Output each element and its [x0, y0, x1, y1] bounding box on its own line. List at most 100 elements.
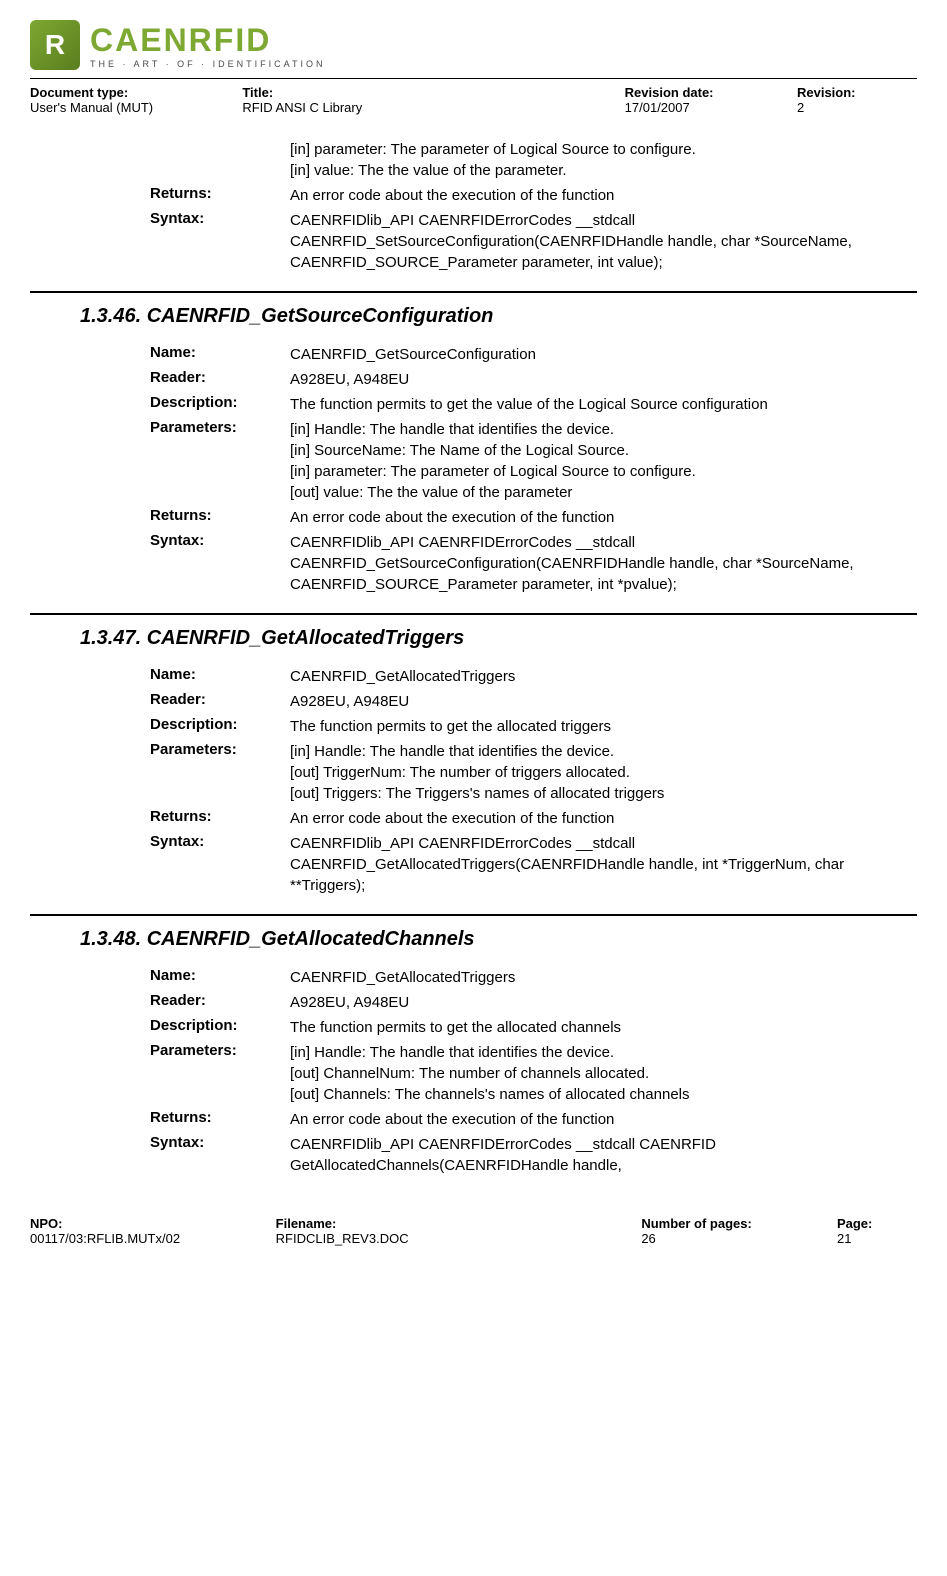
entry-value-line: CAENRFID_GetSourceConfiguration — [290, 344, 917, 365]
entry-label: Syntax: — [150, 833, 290, 850]
entry-label: Description: — [150, 394, 290, 411]
meta-title: Title: RFID ANSI C Library — [242, 85, 602, 115]
entry-label: Reader: — [150, 691, 290, 708]
entry-row: Description:The function permits to get … — [150, 1017, 917, 1038]
entry-label: Syntax: — [150, 1134, 290, 1151]
entry-value: The function permits to get the allocate… — [290, 1017, 917, 1038]
title-label: Title: — [242, 85, 602, 100]
section-divider — [30, 914, 917, 916]
entry-value: The function permits to get the allocate… — [290, 716, 917, 737]
entry-row: Parameters:[in] Handle: The handle that … — [150, 1042, 917, 1105]
entry-value-line: The function permits to get the allocate… — [290, 716, 917, 737]
entry-value-line: The function permits to get the value of… — [290, 394, 917, 415]
rev-date-value: 17/01/2007 — [625, 100, 775, 115]
header-divider — [30, 78, 917, 79]
footer-npo: NPO: 00117/03:RFLIB.MUTx/02 — [30, 1216, 250, 1246]
logo-sub-text: THE · ART · OF · IDENTIFICATION — [90, 59, 326, 69]
entry-row: Parameters:[in] Handle: The handle that … — [150, 419, 917, 503]
entry-value: An error code about the execution of the… — [290, 1109, 917, 1130]
entry-value-line: CAENRFIDlib_API CAENRFIDErrorCodes __std… — [290, 532, 917, 595]
entry-value-line: [out] Triggers: The Triggers's names of … — [290, 783, 917, 804]
entry-value-line: [out] ChannelNum: The number of channels… — [290, 1063, 917, 1084]
entry-value-line: A928EU, A948EU — [290, 992, 917, 1013]
entry-value-line: [out] TriggerNum: The number of triggers… — [290, 762, 917, 783]
entry-value: [in] Handle: The handle that identifies … — [290, 1042, 917, 1105]
entry-value: CAENRFIDlib_API CAENRFIDErrorCodes __std… — [290, 532, 917, 595]
entry-label: Parameters: — [150, 741, 290, 758]
entry-value-line: The function permits to get the allocate… — [290, 1017, 917, 1038]
entry-label: Name: — [150, 344, 290, 361]
entry-value: An error code about the execution of the… — [290, 507, 917, 528]
section-divider — [30, 291, 917, 293]
entry-label: Syntax: — [150, 532, 290, 549]
section-heading: 1.3.47. CAENRFID_GetAllocatedTriggers — [80, 627, 917, 650]
section-entry: Name:CAENRFID_GetAllocatedTriggersReader… — [150, 967, 917, 1176]
page-value: 21 — [837, 1231, 917, 1246]
entry-row: Syntax:CAENRFIDlib_API CAENRFIDErrorCode… — [150, 833, 917, 896]
entry-label: Name: — [150, 967, 290, 984]
section-entry: Name:CAENRFID_GetSourceConfiguration Read… — [150, 344, 917, 595]
meta-doc-type: Document type: User's Manual (MUT) — [30, 85, 220, 115]
title-value: RFID ANSI C Library — [242, 100, 602, 115]
filename-label: Filename: — [276, 1216, 616, 1231]
doc-type-value: User's Manual (MUT) — [30, 100, 220, 115]
entry-label: Name: — [150, 666, 290, 683]
entry-value-line: [out] value: The the value of the parame… — [290, 482, 917, 503]
entry-label: Description: — [150, 1017, 290, 1034]
entry-row: Name:CAENRFID_GetAllocatedTriggers — [150, 666, 917, 687]
pages-value: 26 — [641, 1231, 811, 1246]
entry-row: Syntax:CAENRFIDlib_API CAENRFIDErrorCode… — [150, 532, 917, 595]
entry-row: Reader:A928EU, A948EU — [150, 369, 917, 390]
doc-meta-row: Document type: User's Manual (MUT) Title… — [30, 85, 917, 115]
partial-param-2: [in] value: The the value of the paramet… — [290, 160, 917, 181]
entry-row: Returns:An error code about the executio… — [150, 808, 917, 829]
logo-text-block: CAENRFID THE · ART · OF · IDENTIFICATION — [90, 22, 326, 69]
footer-pages: Number of pages: 26 — [641, 1216, 811, 1246]
entry-value-line: A928EU, A948EU — [290, 691, 917, 712]
doc-type-label: Document type: — [30, 85, 220, 100]
entry-label: Description: — [150, 716, 290, 733]
entry-value-line: [in] SourceName: The Name of the Logical… — [290, 440, 917, 461]
partial-params: [in] parameter: The parameter of Logical… — [290, 139, 917, 181]
partial-returns-value: An error code about the execution of the… — [290, 185, 917, 206]
entry-value: CAENRFIDlib_API CAENRFIDErrorCodes __std… — [290, 1134, 917, 1176]
entry-row: Name:CAENRFID_GetSourceConfiguration — [150, 344, 917, 365]
entry-label: Returns: — [150, 1109, 290, 1126]
entry-value-line: An error code about the execution of the… — [290, 1109, 917, 1130]
entry-value-line: An error code about the execution of the… — [290, 507, 917, 528]
section-divider — [30, 613, 917, 615]
entry-value: [in] Handle: The handle that identifies … — [290, 419, 917, 503]
logo-icon: R — [30, 20, 80, 70]
entry-label: Returns: — [150, 507, 290, 524]
entry-value: An error code about the execution of the… — [290, 808, 917, 829]
rev-date-label: Revision date: — [625, 85, 775, 100]
entry-value: CAENRFID_GetSourceConfiguration — [290, 344, 917, 365]
partial-param-1: [in] parameter: The parameter of Logical… — [290, 139, 917, 160]
filename-value: RFIDCLIB_REV3.DOC — [276, 1231, 616, 1246]
logo-icon-letter: R — [45, 29, 65, 61]
pages-label: Number of pages: — [641, 1216, 811, 1231]
entry-label: Parameters: — [150, 1042, 290, 1059]
section-heading: 1.3.48. CAENRFID_GetAllocatedChannels — [80, 928, 917, 951]
entry-row: Syntax:CAENRFIDlib_API CAENRFIDErrorCode… — [150, 1134, 917, 1176]
entry-value: CAENRFID_GetAllocatedTriggers — [290, 666, 917, 687]
entry-value-line: [in] Handle: The handle that identifies … — [290, 1042, 917, 1063]
meta-rev: Revision: 2 — [797, 85, 917, 115]
entry-value-line: An error code about the execution of the… — [290, 808, 917, 829]
entry-label: Parameters: — [150, 419, 290, 436]
entry-row: Description:The function permits to get … — [150, 716, 917, 737]
entry-row: Parameters:[in] Handle: The handle that … — [150, 741, 917, 804]
entry-value: A928EU, A948EU — [290, 369, 917, 390]
partial-syntax-label: Syntax: — [150, 210, 290, 227]
section-entry: Name:CAENRFID_GetAllocatedTriggersReader… — [150, 666, 917, 896]
entry-row: Reader:A928EU, A948EU — [150, 691, 917, 712]
entry-value-line: CAENRFIDlib_API CAENRFIDErrorCodes __std… — [290, 833, 917, 896]
footer-filename: Filename: RFIDCLIB_REV3.DOC — [276, 1216, 616, 1246]
meta-rev-date: Revision date: 17/01/2007 — [625, 85, 775, 115]
sections-container: 1.3.46. CAENRFID_GetSourceConfigurationN… — [30, 291, 917, 1176]
partial-syntax-value: CAENRFIDlib_API CAENRFIDErrorCodes __std… — [290, 210, 917, 273]
entry-value-line: A928EU, A948EU — [290, 369, 917, 390]
entry-value-line: [in] Handle: The handle that identifies … — [290, 419, 917, 440]
partial-top-block: [in] parameter: The parameter of Logical… — [150, 139, 917, 273]
entry-row: Description:The function permits to get … — [150, 394, 917, 415]
